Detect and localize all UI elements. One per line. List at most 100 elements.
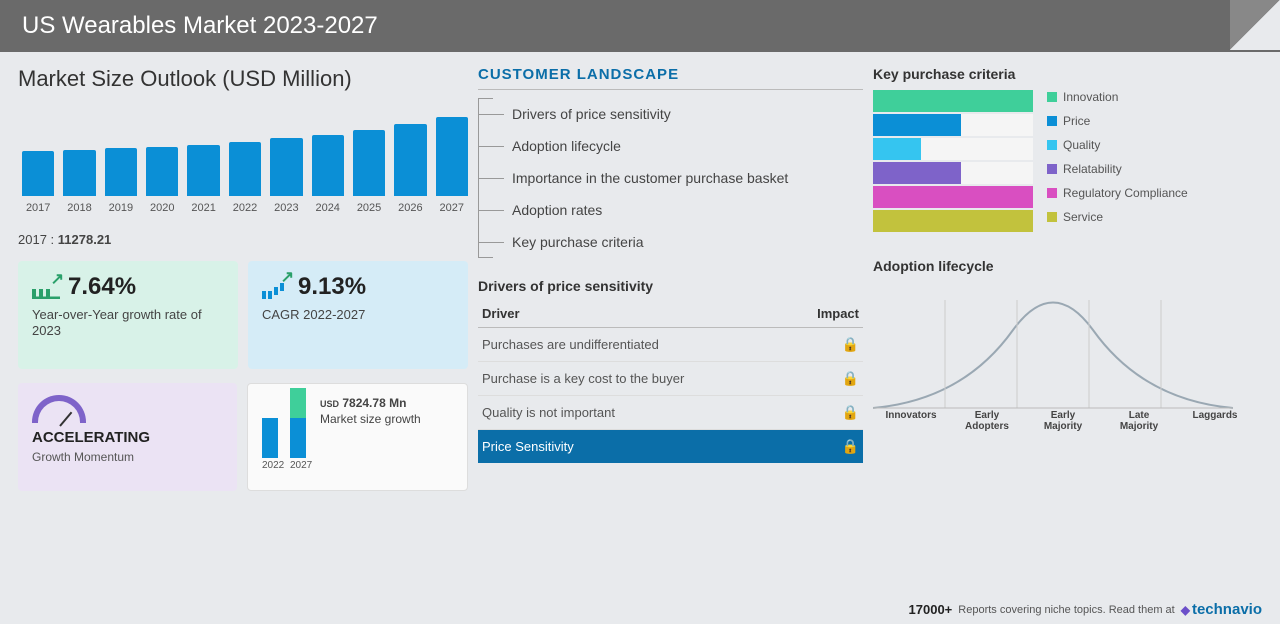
lock-icon: 🔒 (789, 328, 863, 362)
trend-up-icon (32, 275, 60, 299)
bar-2017 (22, 151, 54, 196)
kpc-bar (873, 114, 1033, 136)
driver-row: Quality is not important🔒 (478, 396, 863, 430)
bar-label: 2024 (312, 202, 344, 214)
bar-label: 2020 (146, 202, 178, 214)
kpc-bar (873, 210, 1033, 232)
legend-swatch (1047, 92, 1057, 102)
adoption-labels: InnovatorsEarlyAdoptersEarlyMajorityLate… (873, 410, 1253, 432)
bar-2026 (394, 124, 426, 196)
gauge-icon (32, 395, 86, 423)
bar-label: 2022 (229, 202, 261, 214)
adoption-title: Adoption lifecycle (873, 258, 1253, 274)
legend-label: Relatability (1063, 162, 1122, 176)
landscape-bracket: Drivers of price sensitivityAdoption lif… (478, 98, 863, 258)
drivers-th-impact: Impact (789, 300, 863, 328)
kpc-legend-item: Relatability (1047, 162, 1253, 176)
kpc-bar (873, 138, 1033, 160)
kpc-legend: Innovation Price Quality Relatability Regula… (1047, 90, 1253, 234)
adoption-bell-chart (873, 280, 1233, 410)
legend-label: Regulatory Compliance (1063, 186, 1188, 200)
footer-text: Reports covering niche topics. Read them… (958, 604, 1174, 616)
legend-label: Quality (1063, 138, 1100, 152)
msg-year-2022: 2022 (262, 460, 278, 471)
drivers-title: Drivers of price sensitivity (478, 278, 863, 294)
kpi-cagr-label: CAGR 2022-2027 (262, 307, 454, 323)
kpc-bar (873, 90, 1033, 112)
kpc-bar (873, 186, 1033, 208)
bar-label: 2025 (353, 202, 385, 214)
kpc-legend-item: Quality (1047, 138, 1253, 152)
market-size-bar-labels: 2017 2018 2019 2020 2021 2022 2023 2024 2025 2026… (18, 202, 468, 214)
technavio-logo: technavio (1181, 601, 1262, 618)
msg-usd: USD (320, 399, 339, 409)
market-size-bar-chart (18, 106, 468, 196)
kpc-legend-item: Service (1047, 210, 1253, 224)
adoption-label: Innovators (873, 410, 949, 432)
corner-fold (1230, 0, 1280, 50)
legend-swatch (1047, 188, 1057, 198)
bar-label: 2021 (187, 202, 219, 214)
bar-label: 2023 (270, 202, 302, 214)
kpi-momentum-title: ACCELERATING (32, 429, 223, 446)
legend-swatch (1047, 116, 1057, 126)
legend-swatch (1047, 212, 1057, 222)
bar-2024 (312, 135, 344, 196)
base-year: 2017 : (18, 232, 54, 247)
footer-count: 17000+ (909, 602, 953, 617)
customer-landscape-title: CUSTOMER LANDSCAPE (478, 66, 863, 90)
bar-label: 2026 (394, 202, 426, 214)
bar-2019 (105, 148, 137, 196)
legend-swatch (1047, 140, 1057, 150)
kpi-cagr: 9.13% CAGR 2022-2027 (248, 261, 468, 369)
kpi-cagr-value: 9.13% (298, 273, 366, 301)
market-growth-bars (262, 396, 306, 458)
base-year-value: 2017 : 11278.21 (18, 232, 468, 247)
bracket-item: Adoption lifecycle (508, 130, 863, 162)
legend-swatch (1047, 164, 1057, 174)
driver-row: Price Sensitivity🔒 (478, 430, 863, 464)
legend-label: Innovation (1063, 90, 1118, 104)
header-bar: US Wearables Market 2023-2027 (0, 0, 1280, 52)
bar-label: 2018 (63, 202, 95, 214)
kpi-yoy-label: Year-over-Year growth rate of 2023 (32, 307, 224, 340)
bar-2025 (353, 130, 385, 196)
bar-2027 (436, 117, 468, 196)
bracket-item: Key purchase criteria (508, 226, 863, 258)
bracket-item: Drivers of price sensitivity (508, 98, 863, 130)
legend-label: Service (1063, 210, 1103, 224)
kpi-momentum-sub: Growth Momentum (32, 450, 223, 464)
bar-label: 2019 (105, 202, 137, 214)
kpc-legend-item: Price (1047, 114, 1253, 128)
bracket-item: Importance in the customer purchase bask… (508, 162, 863, 194)
bar-2022 (229, 142, 261, 196)
footer: 17000+ Reports covering niche topics. Re… (909, 601, 1262, 618)
bar-2021 (187, 145, 219, 196)
kpi-market-growth: 20222027 USD 7824.78 Mn Market size grow… (247, 383, 468, 491)
adoption-label: EarlyAdopters (949, 410, 1025, 432)
kpc-bar (873, 162, 1033, 184)
adoption-label: EarlyMajority (1025, 410, 1101, 432)
bar-label: 2027 (436, 202, 468, 214)
bracket-item: Adoption rates (508, 194, 863, 226)
kpi-yoy-value: 7.64% (68, 273, 136, 301)
driver-label: Price Sensitivity (478, 430, 789, 464)
adoption-label: LateMajority (1101, 410, 1177, 432)
bar-2023 (270, 138, 302, 196)
kpi-momentum: ACCELERATING Growth Momentum (18, 383, 237, 491)
bar-label: 2017 (22, 202, 54, 214)
page-title: US Wearables Market 2023-2027 (22, 12, 378, 39)
adoption-label: Laggards (1177, 410, 1253, 432)
kpi-yoy: 7.64% Year-over-Year growth rate of 2023 (18, 261, 238, 369)
drivers-th-driver: Driver (478, 300, 789, 328)
bar-2018 (63, 150, 95, 196)
kpc-title: Key purchase criteria (873, 66, 1253, 82)
driver-label: Purchases are undifferentiated (478, 328, 789, 362)
driver-label: Quality is not important (478, 396, 789, 430)
trend-up-icon (262, 275, 290, 299)
kpc-legend-item: Regulatory Compliance (1047, 186, 1253, 200)
drivers-table: Driver Impact Purchases are undifferenti… (478, 300, 863, 463)
lock-icon: 🔒 (789, 430, 863, 464)
bar-2020 (146, 147, 178, 197)
driver-row: Purchases are undifferentiated🔒 (478, 328, 863, 362)
